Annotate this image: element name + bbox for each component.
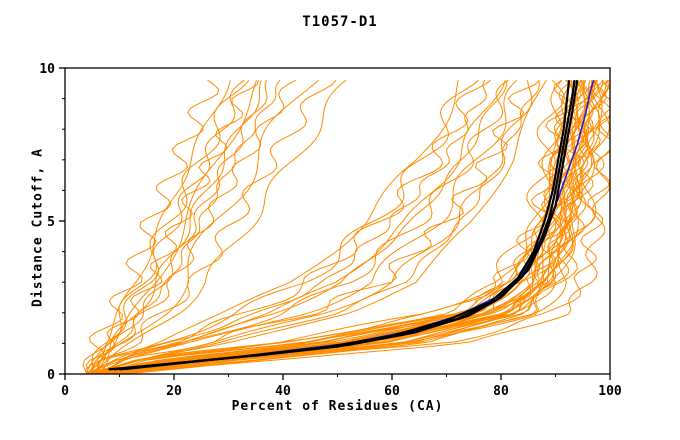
ensemble-curve [108,80,590,374]
ensemble-curve [91,79,281,374]
ensemble-curve [86,80,459,374]
ensemble-curve [92,79,585,374]
y-tick-label: 10 [39,62,55,77]
ensemble-curve [103,79,591,374]
ensemble-curve [97,79,579,374]
ensemble-curve [86,79,563,374]
best-model-curve [108,80,571,371]
ensemble-curve [103,79,599,374]
ensemble-curve [86,80,257,374]
ensemble-curve [91,79,319,374]
ensemble-curve [92,80,540,374]
ensemble-curve [96,79,337,374]
x-tick-label: 100 [598,384,622,399]
ensemble-curve [113,79,610,374]
ensemble-curve [108,80,591,374]
ensemble-curve [97,83,610,374]
ensemble-curve [108,79,610,374]
best-model-curve [119,80,579,371]
ensemble-curve [92,80,609,374]
x-tick-label: 80 [493,384,509,399]
ensemble-curve [103,80,593,374]
x-tick-label: 40 [275,384,291,399]
curves-group [82,79,610,374]
ensemble-curve [82,79,250,374]
chart-title: T1057-D1 [302,14,378,30]
ensemble-curve [86,80,268,374]
ensemble-curve [97,79,479,374]
ensemble-curve [92,80,533,374]
ensemble-curve [97,80,487,374]
y-axis-label: Distance Cutoff, A [30,148,46,307]
ensemble-curve [92,79,518,374]
ensemble-curve [85,79,220,374]
ensemble-curve [92,80,585,374]
ensemble-curve [86,80,508,374]
ensemble-curve [97,79,547,374]
ensemble-curve [124,79,610,374]
ensemble-curve [97,79,509,374]
y-tick-label: 5 [47,215,55,230]
ensemble-curve [86,79,491,374]
ensemble-curve [97,79,347,374]
ensemble-curve [108,80,607,374]
ensemble-curve [97,79,572,374]
x-tick-label: 20 [166,384,182,399]
ensemble-curve [103,79,610,374]
ensemble-curve [86,79,245,374]
x-tick-label: 60 [384,384,400,399]
ensemble-curve [86,79,573,374]
ensemble-curve [92,80,569,374]
ensemble-curve [85,80,260,374]
ensemble-curve [108,80,603,374]
x-axis-label: Percent of Residues (CA) [231,399,444,414]
y-tick-label: 0 [47,368,55,383]
x-tick-label: 0 [61,384,69,399]
ensemble-curve [97,79,594,374]
